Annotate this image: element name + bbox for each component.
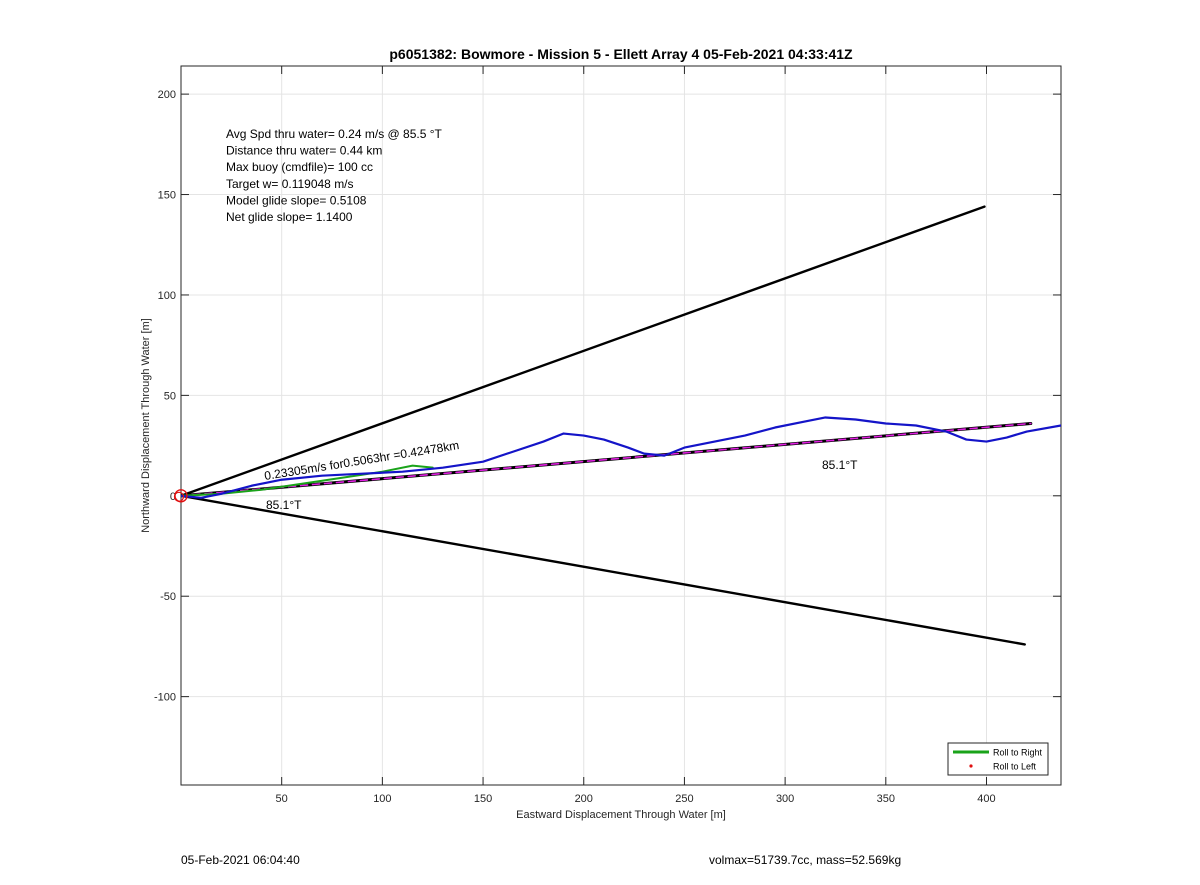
x-tick-label: 250 <box>675 793 693 805</box>
x-tick-label: 100 <box>373 793 391 805</box>
y-tick-label: 0 <box>170 491 176 503</box>
chart-title: p6051382: Bowmore - Mission 5 - Ellett A… <box>389 46 853 62</box>
y-tick-label: -50 <box>160 591 176 603</box>
x-tick-label: 50 <box>276 793 288 805</box>
x-tick-label: 150 <box>474 793 492 805</box>
info-line: Distance thru water= 0.44 km <box>226 144 382 158</box>
footer-timestamp: 05-Feb-2021 06:04:40 <box>181 853 300 867</box>
cone-lower-line <box>181 494 1026 646</box>
heading-label-near: 85.1°T <box>266 498 302 512</box>
x-tick-label: 350 <box>877 793 895 805</box>
info-line: Target w= 0.119048 m/s <box>226 177 354 191</box>
y-tick-label: 150 <box>158 190 176 202</box>
cone-upper-line <box>181 205 986 497</box>
y-tick-label: -100 <box>154 692 176 704</box>
legend-label: Roll to Right <box>993 748 1043 758</box>
track-line <box>181 416 1061 499</box>
info-line: Avg Spd thru water= 0.24 m/s @ 85.5 °T <box>226 127 443 141</box>
x-tick-label: 300 <box>776 793 794 805</box>
legend-label: Roll to Left <box>993 762 1037 772</box>
info-line: Model glide slope= 0.5108 <box>226 193 367 207</box>
y-tick-label: 100 <box>158 290 176 302</box>
info-line: Net glide slope= 1.1400 <box>226 210 353 224</box>
x-tick-label: 400 <box>977 793 995 805</box>
y-tick-label: 200 <box>158 89 176 101</box>
series-group <box>181 205 1061 646</box>
legend-swatch-dot <box>969 764 973 768</box>
y-axis-label: Northward Displacement Through Water [m] <box>140 318 152 533</box>
x-tick-label: 200 <box>575 793 593 805</box>
x-axis-label: Eastward Displacement Through Water [m] <box>516 809 726 821</box>
heading-line-dash <box>181 422 1032 497</box>
info-line: Max buoy (cmdfile)= 100 cc <box>226 160 373 174</box>
start-marker-inner <box>173 491 185 502</box>
footer-vol-mass: volmax=51739.7cc, mass=52.569kg <box>709 853 902 867</box>
legend-box <box>947 742 1049 776</box>
y-tick-label: 50 <box>164 390 176 402</box>
heading-label-far: 85.1°T <box>822 458 858 472</box>
